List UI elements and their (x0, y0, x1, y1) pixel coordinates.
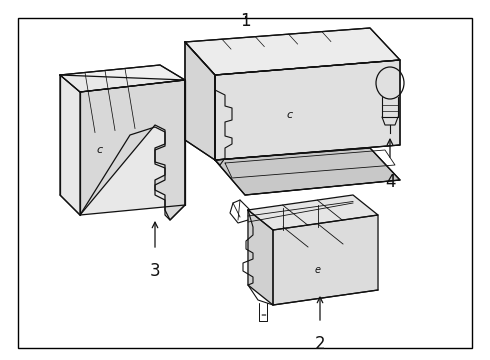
Polygon shape (248, 195, 378, 230)
Polygon shape (273, 215, 378, 305)
Polygon shape (80, 80, 185, 220)
Text: =: = (260, 312, 266, 318)
Polygon shape (60, 65, 185, 92)
Text: 3: 3 (149, 262, 160, 280)
Text: c: c (287, 110, 293, 120)
Polygon shape (215, 60, 400, 160)
Text: 4: 4 (385, 173, 395, 191)
Polygon shape (248, 210, 273, 305)
Text: c: c (97, 145, 103, 155)
Polygon shape (60, 75, 185, 215)
Polygon shape (185, 42, 215, 160)
Text: 1: 1 (240, 12, 250, 30)
Polygon shape (185, 28, 400, 75)
Text: 2: 2 (315, 335, 325, 353)
Text: e: e (315, 265, 321, 275)
Polygon shape (215, 148, 400, 195)
